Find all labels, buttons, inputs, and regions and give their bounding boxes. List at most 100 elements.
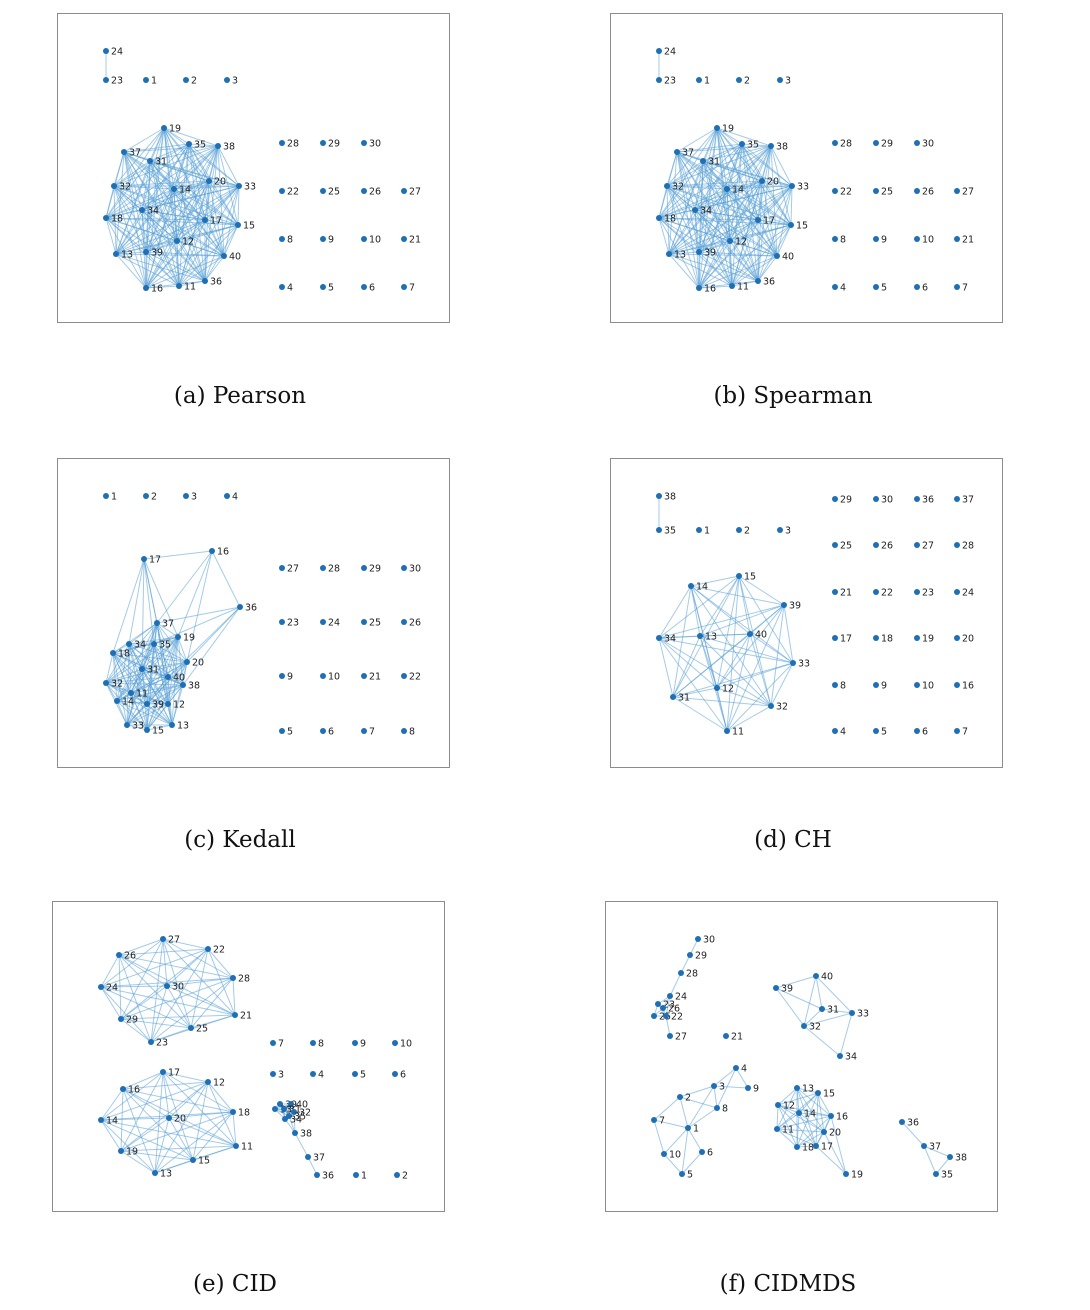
graph-edge	[293, 1111, 296, 1134]
graph-edge	[716, 687, 772, 707]
graph-node	[361, 140, 367, 146]
graph-edge	[162, 1071, 234, 1113]
graph-edge	[690, 575, 740, 587]
graph-edge	[777, 1087, 798, 1106]
graph-edge	[923, 1145, 951, 1158]
graph-node	[118, 1148, 124, 1154]
graph-node-label: 14	[696, 582, 708, 593]
graph-node	[98, 984, 104, 990]
graph-edge	[154, 1071, 164, 1174]
graph-node	[843, 1171, 849, 1177]
graph-node-label: 1	[704, 76, 710, 87]
graph-edge	[112, 643, 130, 654]
graph-edge	[176, 240, 206, 282]
graph-edge	[687, 1127, 703, 1153]
graph-node	[688, 583, 694, 589]
graph-node	[144, 701, 150, 707]
graph-node	[190, 1157, 196, 1163]
graph-node-label: 7	[962, 283, 968, 294]
graph-node-label: 6	[328, 727, 334, 738]
graph-node-label: 23	[156, 1038, 168, 1049]
graph-node-label: 30	[922, 139, 934, 150]
graph-node	[696, 285, 702, 291]
graph-node	[655, 1001, 661, 1007]
graph-node-label: 27	[287, 564, 299, 575]
graph-edge	[171, 684, 184, 726]
graph-node-label: 30	[172, 982, 184, 993]
graph-edge	[123, 143, 190, 153]
graph-node-label: 35	[194, 140, 206, 151]
graph-node-label: 26	[922, 187, 934, 198]
graph-edge	[145, 251, 180, 287]
graph-node-label: 32	[809, 1022, 821, 1033]
graph-node	[103, 680, 109, 686]
graph-node	[736, 527, 742, 533]
graph-edge	[130, 684, 184, 694]
graph-edge	[167, 606, 241, 678]
graph-edge	[113, 185, 147, 289]
graph-node	[320, 619, 326, 625]
graph-node	[320, 140, 326, 146]
graph-edge	[168, 1117, 194, 1161]
graph-node-label: 35	[294, 1112, 306, 1123]
graph-node	[143, 249, 149, 255]
graph-edge	[120, 1071, 164, 1152]
graph-node	[832, 542, 838, 548]
graph-node-label: 3	[191, 492, 197, 503]
graph-edge	[188, 143, 219, 147]
graph-edge	[154, 1117, 170, 1174]
graph-node-label: 2	[744, 526, 750, 537]
graph-edge	[113, 185, 117, 255]
graph-node	[667, 993, 673, 999]
graph-edge	[145, 251, 206, 282]
graph-node-label: 8	[840, 681, 846, 692]
graph-edge	[150, 985, 168, 1043]
graph-edge	[128, 643, 148, 731]
graph-edge	[112, 652, 188, 663]
graph-edge	[699, 635, 772, 707]
graph-node-label: 11	[184, 282, 196, 293]
graph-node-label: 3	[232, 76, 238, 87]
graph-edge	[237, 185, 240, 226]
graph-edge	[190, 948, 209, 1029]
graph-node-label: 38	[664, 492, 676, 503]
graph-node-label: 31	[147, 665, 159, 676]
graph-node	[873, 682, 879, 688]
graph-node-label: 12	[213, 1078, 225, 1089]
graph-node	[361, 284, 367, 290]
graph-edge	[105, 643, 155, 684]
graph-edge	[141, 209, 147, 289]
graph-node	[663, 1013, 669, 1019]
graph-edge	[658, 217, 759, 221]
graph-edge	[698, 240, 731, 289]
graph-edge	[153, 606, 241, 645]
graph-node-label: 9	[360, 1039, 366, 1050]
graph-node-label: 14	[804, 1109, 816, 1120]
graph-edge	[680, 954, 691, 974]
graph-node-label: 18	[802, 1143, 814, 1154]
graph-node	[165, 674, 171, 680]
graph-node	[651, 1013, 657, 1019]
graph-node-label: 24	[962, 588, 974, 599]
graph-node-label: 22	[213, 945, 225, 956]
graph-edge	[699, 635, 728, 732]
graph-node-label: 19	[722, 124, 734, 135]
graph-node-label: 39	[151, 248, 163, 259]
graph-node-label: 19	[183, 633, 195, 644]
graph-edge	[145, 240, 178, 289]
graph-edge	[776, 1128, 825, 1133]
graph-edge	[115, 219, 206, 255]
graph-node-label: 25	[369, 618, 381, 629]
graph-edge	[178, 280, 206, 287]
graph-node-label: 26	[124, 951, 136, 962]
graph-node-label: 1	[693, 1124, 699, 1135]
graph-edge	[204, 255, 225, 282]
graph-edge	[653, 1096, 681, 1121]
graph-node	[736, 573, 742, 579]
graph-node	[279, 236, 285, 242]
graph-edge	[713, 1067, 737, 1087]
graph-node	[711, 1083, 717, 1089]
graph-edge	[143, 550, 213, 560]
graph-node-label: 4	[318, 1070, 324, 1081]
graph-node-label: 12	[783, 1101, 795, 1112]
